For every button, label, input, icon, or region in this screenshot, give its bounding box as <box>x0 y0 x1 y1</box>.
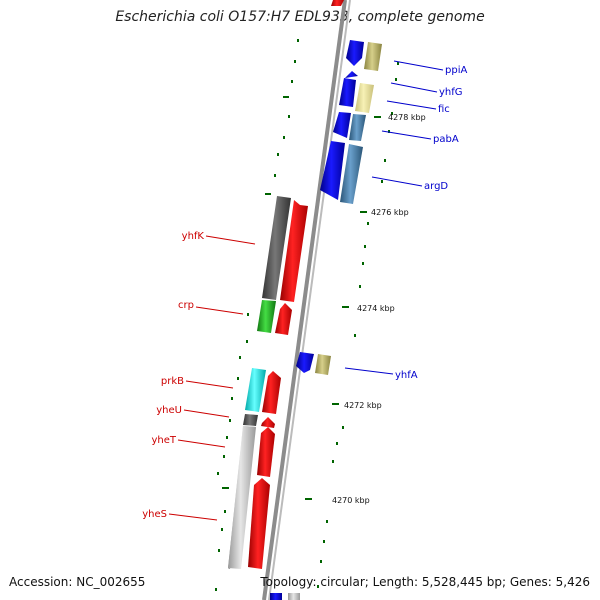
gene-label-crp: crp <box>178 300 194 311</box>
gene-arrow <box>288 593 300 600</box>
gene-arrow-crp <box>257 300 276 333</box>
gene-arrow-yheU <box>243 414 258 426</box>
gene-arrow <box>315 354 331 375</box>
gene-label-prkB: prkB <box>161 376 184 387</box>
gene-label-yhfK: yhfK <box>182 231 205 242</box>
gene-arrow <box>261 417 275 428</box>
backbone-strand <box>268 0 351 600</box>
kbp-label: 4270 kbp <box>332 496 370 505</box>
gene-label-fic: fic <box>438 104 450 115</box>
accession-text: Accession: NC_002655 <box>9 575 146 589</box>
gene-label-yheT: yheT <box>151 435 176 446</box>
gene-arrow <box>262 371 281 414</box>
gene-arrow-prkB <box>245 368 266 412</box>
gene-arrow <box>270 593 282 600</box>
gene-label-argD: argD <box>424 181 448 192</box>
gene-label-yheU: yheU <box>156 405 182 416</box>
gene-arrow <box>345 71 358 78</box>
gene-arrow-yheS <box>248 478 270 569</box>
gene-label-yhfG: yhfG <box>439 87 463 98</box>
gene-arrow-pabA <box>333 112 351 138</box>
gene-arrow-fic <box>355 83 374 113</box>
leader-lines-left <box>168 235 256 521</box>
gene-arrow <box>331 0 344 6</box>
gene-arrow <box>275 303 292 335</box>
leader-lines-right <box>344 60 444 375</box>
gene-arrow-yhfA <box>296 352 314 373</box>
gene-arrow-yhfG <box>339 78 356 107</box>
gene-arrow-ppiA-partner <box>364 42 382 71</box>
gene-arrow <box>257 427 275 477</box>
gene-label-pabA: pabA <box>433 134 459 145</box>
backbone-strand <box>262 0 347 600</box>
gene-arrow <box>349 114 366 141</box>
genome-summary-text: Topology: circular; Length: 5,528,445 bp… <box>260 575 590 589</box>
map-title: Escherichia coli O157:H7 EDL933, complet… <box>115 9 485 25</box>
tick-ring-right <box>317 62 399 588</box>
gene-arrow-argD <box>320 141 345 200</box>
gene-arrow-yhfK <box>262 196 291 300</box>
kbp-label: 4276 kbp <box>371 208 409 217</box>
kbp-label: 4274 kbp <box>357 304 395 313</box>
gene-arrow <box>228 426 256 569</box>
gene-label-yheS: yheS <box>142 509 167 520</box>
kbp-label: 4272 kbp <box>344 401 382 410</box>
gene-label-ppiA: ppiA <box>445 65 467 76</box>
gene-arrow-ppiA <box>346 40 364 66</box>
kbp-ticks <box>305 116 381 500</box>
gene-arrow <box>340 144 363 204</box>
gene-label-yhfA: yhfA <box>395 370 418 381</box>
kbp-label: 4278 kbp <box>388 113 426 122</box>
tick-ring-left <box>215 39 299 591</box>
gene-arrow-yhfK-partner <box>280 200 308 302</box>
